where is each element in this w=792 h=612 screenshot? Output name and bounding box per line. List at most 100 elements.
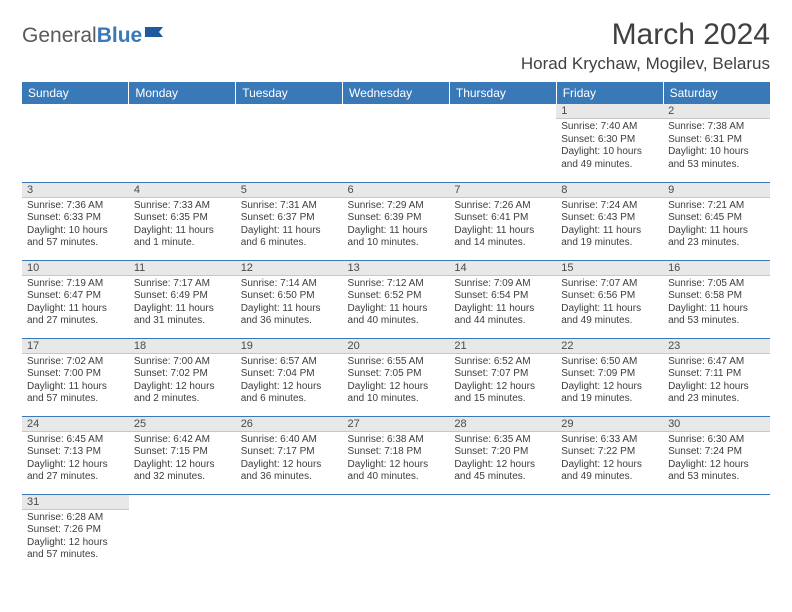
calendar-cell: 29Sunrise: 6:33 AMSunset: 7:22 PMDayligh… <box>556 416 663 494</box>
day-content: Sunrise: 6:40 AMSunset: 7:17 PMDaylight:… <box>236 432 343 486</box>
day-number: 15 <box>556 261 663 276</box>
sunrise-text: Sunrise: 7:19 AM <box>27 278 124 291</box>
sunset-text: Sunset: 6:37 PM <box>241 212 338 225</box>
calendar-cell <box>343 494 450 572</box>
calendar-cell <box>449 104 556 182</box>
day-content: Sunrise: 6:38 AMSunset: 7:18 PMDaylight:… <box>343 432 450 486</box>
daylight-text: Daylight: 12 hours and 23 minutes. <box>668 381 765 406</box>
sunset-text: Sunset: 7:09 PM <box>561 368 658 381</box>
day-content: Sunrise: 7:31 AMSunset: 6:37 PMDaylight:… <box>236 198 343 252</box>
daylight-text: Daylight: 12 hours and 15 minutes. <box>454 381 551 406</box>
calendar-cell: 6Sunrise: 7:29 AMSunset: 6:39 PMDaylight… <box>343 182 450 260</box>
calendar-cell: 10Sunrise: 7:19 AMSunset: 6:47 PMDayligh… <box>22 260 129 338</box>
day-number: 27 <box>343 417 450 432</box>
sunrise-text: Sunrise: 6:28 AM <box>27 512 124 525</box>
day-number: 14 <box>449 261 556 276</box>
day-number: 9 <box>663 183 770 198</box>
month-title: March 2024 <box>521 18 770 52</box>
daylight-text: Daylight: 11 hours and 14 minutes. <box>454 225 551 250</box>
calendar-table: SundayMondayTuesdayWednesdayThursdayFrid… <box>22 82 770 572</box>
sunrise-text: Sunrise: 7:33 AM <box>134 200 231 213</box>
sunrise-text: Sunrise: 6:47 AM <box>668 356 765 369</box>
sunset-text: Sunset: 6:49 PM <box>134 290 231 303</box>
daylight-text: Daylight: 12 hours and 45 minutes. <box>454 459 551 484</box>
sunset-text: Sunset: 6:47 PM <box>27 290 124 303</box>
sunset-text: Sunset: 7:07 PM <box>454 368 551 381</box>
sunset-text: Sunset: 7:24 PM <box>668 446 765 459</box>
daylight-text: Daylight: 11 hours and 31 minutes. <box>134 303 231 328</box>
sunrise-text: Sunrise: 7:05 AM <box>668 278 765 291</box>
title-block: March 2024 Horad Krychaw, Mogilev, Belar… <box>521 18 770 74</box>
day-number: 6 <box>343 183 450 198</box>
sunset-text: Sunset: 7:05 PM <box>348 368 445 381</box>
sunset-text: Sunset: 7:26 PM <box>27 524 124 537</box>
day-content: Sunrise: 7:17 AMSunset: 6:49 PMDaylight:… <box>129 276 236 330</box>
calendar-cell <box>556 494 663 572</box>
sunrise-text: Sunrise: 6:42 AM <box>134 434 231 447</box>
day-content: Sunrise: 6:47 AMSunset: 7:11 PMDaylight:… <box>663 354 770 408</box>
day-number: 25 <box>129 417 236 432</box>
daylight-text: Daylight: 11 hours and 1 minute. <box>134 225 231 250</box>
daylight-text: Daylight: 11 hours and 36 minutes. <box>241 303 338 328</box>
weekday-header: Thursday <box>449 82 556 104</box>
calendar-cell: 15Sunrise: 7:07 AMSunset: 6:56 PMDayligh… <box>556 260 663 338</box>
sunset-text: Sunset: 7:13 PM <box>27 446 124 459</box>
calendar-cell: 18Sunrise: 7:00 AMSunset: 7:02 PMDayligh… <box>129 338 236 416</box>
day-number: 29 <box>556 417 663 432</box>
sunrise-text: Sunrise: 7:07 AM <box>561 278 658 291</box>
calendar-cell: 21Sunrise: 6:52 AMSunset: 7:07 PMDayligh… <box>449 338 556 416</box>
calendar-cell: 19Sunrise: 6:57 AMSunset: 7:04 PMDayligh… <box>236 338 343 416</box>
weekday-header: Monday <box>129 82 236 104</box>
day-content: Sunrise: 6:50 AMSunset: 7:09 PMDaylight:… <box>556 354 663 408</box>
calendar-header-row: SundayMondayTuesdayWednesdayThursdayFrid… <box>22 82 770 104</box>
daylight-text: Daylight: 11 hours and 6 minutes. <box>241 225 338 250</box>
daylight-text: Daylight: 10 hours and 57 minutes. <box>27 225 124 250</box>
day-content: Sunrise: 6:35 AMSunset: 7:20 PMDaylight:… <box>449 432 556 486</box>
day-content: Sunrise: 7:40 AMSunset: 6:30 PMDaylight:… <box>556 119 663 173</box>
day-content: Sunrise: 7:38 AMSunset: 6:31 PMDaylight:… <box>663 119 770 173</box>
calendar-row: 3Sunrise: 7:36 AMSunset: 6:33 PMDaylight… <box>22 182 770 260</box>
logo-blue: Blue <box>97 24 143 48</box>
daylight-text: Daylight: 11 hours and 23 minutes. <box>668 225 765 250</box>
sunrise-text: Sunrise: 7:26 AM <box>454 200 551 213</box>
logo-general: General <box>22 24 97 48</box>
weekday-header: Sunday <box>22 82 129 104</box>
sunrise-text: Sunrise: 6:52 AM <box>454 356 551 369</box>
calendar-cell: 13Sunrise: 7:12 AMSunset: 6:52 PMDayligh… <box>343 260 450 338</box>
day-content: Sunrise: 6:42 AMSunset: 7:15 PMDaylight:… <box>129 432 236 486</box>
calendar-row: 10Sunrise: 7:19 AMSunset: 6:47 PMDayligh… <box>22 260 770 338</box>
daylight-text: Daylight: 12 hours and 57 minutes. <box>27 537 124 562</box>
sunset-text: Sunset: 6:58 PM <box>668 290 765 303</box>
daylight-text: Daylight: 12 hours and 27 minutes. <box>27 459 124 484</box>
calendar-cell: 1Sunrise: 7:40 AMSunset: 6:30 PMDaylight… <box>556 104 663 182</box>
calendar-cell: 28Sunrise: 6:35 AMSunset: 7:20 PMDayligh… <box>449 416 556 494</box>
daylight-text: Daylight: 12 hours and 2 minutes. <box>134 381 231 406</box>
daylight-text: Daylight: 11 hours and 44 minutes. <box>454 303 551 328</box>
weekday-header: Tuesday <box>236 82 343 104</box>
calendar-cell: 24Sunrise: 6:45 AMSunset: 7:13 PMDayligh… <box>22 416 129 494</box>
sunset-text: Sunset: 6:31 PM <box>668 134 765 147</box>
sunset-text: Sunset: 7:04 PM <box>241 368 338 381</box>
day-content: Sunrise: 6:30 AMSunset: 7:24 PMDaylight:… <box>663 432 770 486</box>
header: GeneralBlue March 2024 Horad Krychaw, Mo… <box>22 18 770 74</box>
sunset-text: Sunset: 6:30 PM <box>561 134 658 147</box>
day-number: 13 <box>343 261 450 276</box>
sunset-text: Sunset: 6:39 PM <box>348 212 445 225</box>
daylight-text: Daylight: 12 hours and 40 minutes. <box>348 459 445 484</box>
flag-icon <box>145 25 167 46</box>
sunrise-text: Sunrise: 7:40 AM <box>561 121 658 134</box>
sunset-text: Sunset: 6:45 PM <box>668 212 765 225</box>
calendar-cell: 16Sunrise: 7:05 AMSunset: 6:58 PMDayligh… <box>663 260 770 338</box>
daylight-text: Daylight: 11 hours and 57 minutes. <box>27 381 124 406</box>
sunrise-text: Sunrise: 7:00 AM <box>134 356 231 369</box>
calendar-cell: 22Sunrise: 6:50 AMSunset: 7:09 PMDayligh… <box>556 338 663 416</box>
sunrise-text: Sunrise: 6:57 AM <box>241 356 338 369</box>
day-content: Sunrise: 6:55 AMSunset: 7:05 PMDaylight:… <box>343 354 450 408</box>
sunset-text: Sunset: 6:52 PM <box>348 290 445 303</box>
sunset-text: Sunset: 7:15 PM <box>134 446 231 459</box>
sunset-text: Sunset: 6:56 PM <box>561 290 658 303</box>
day-content: Sunrise: 7:19 AMSunset: 6:47 PMDaylight:… <box>22 276 129 330</box>
sunrise-text: Sunrise: 7:09 AM <box>454 278 551 291</box>
day-number: 18 <box>129 339 236 354</box>
sunrise-text: Sunrise: 7:14 AM <box>241 278 338 291</box>
